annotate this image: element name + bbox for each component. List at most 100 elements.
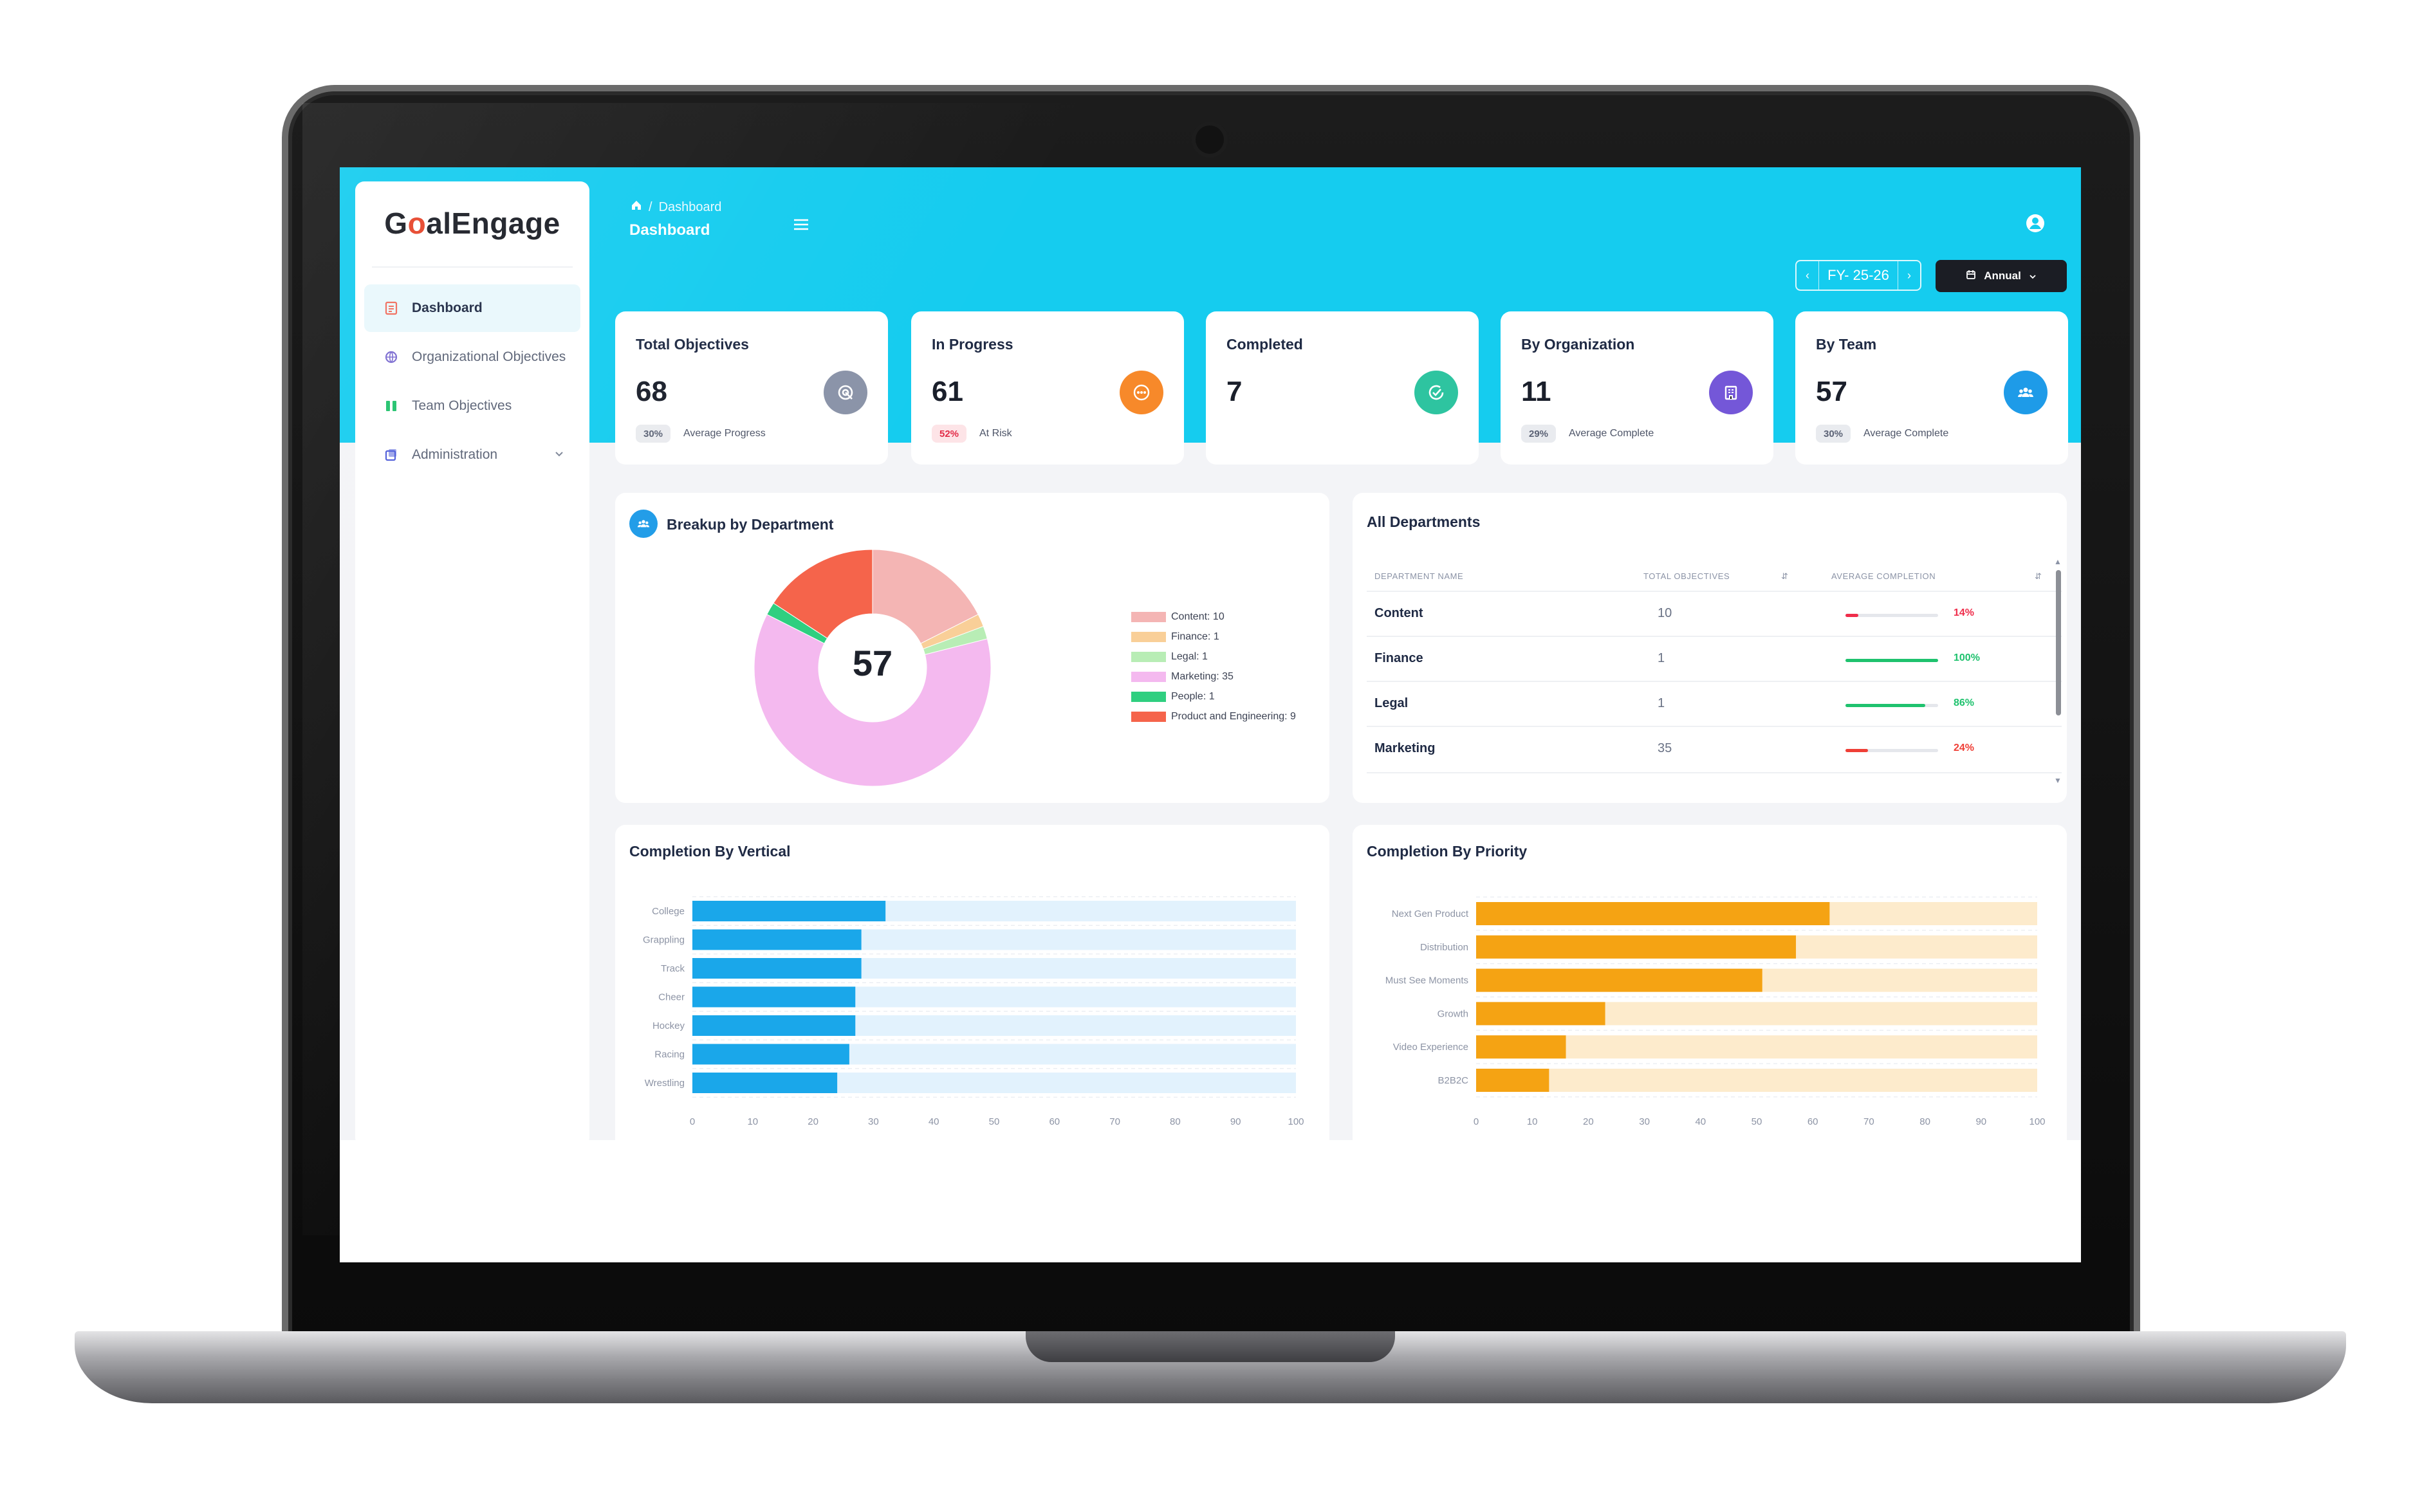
department-name: Finance — [1374, 651, 1423, 665]
x-tick-label: 50 — [989, 1116, 1000, 1127]
kpi-card-in-progress[interactable]: In Progress 61 52% At Risk — [911, 311, 1184, 465]
donut-slice-product-and-engineering[interactable] — [773, 549, 873, 639]
x-tick-label: 30 — [1639, 1116, 1650, 1127]
bar-cheer[interactable] — [692, 986, 856, 1008]
target-icon — [824, 371, 867, 414]
legend-swatch — [1131, 652, 1166, 662]
bar-must-see-moments[interactable] — [1476, 968, 1762, 992]
period-dropdown-button[interactable]: Annual — [1936, 260, 2067, 292]
bar-racing[interactable] — [692, 1044, 849, 1065]
bar-growth[interactable] — [1476, 1002, 1605, 1026]
kpi-card-by-team[interactable]: By Team 57 30% Average Complete — [1795, 311, 2068, 465]
team-icon — [382, 397, 400, 415]
chevron-down-icon — [2029, 270, 2037, 282]
total-objectives: 35 — [1658, 741, 1672, 755]
sidebar-item-label: Team Objectives — [412, 398, 512, 413]
kpi-title: Completed — [1226, 336, 1303, 353]
completion-bar — [1845, 749, 1938, 752]
donut-slice-content[interactable] — [872, 549, 979, 644]
x-tick-label: 30 — [868, 1116, 879, 1127]
panel-title: Completion By Vertical — [629, 843, 791, 860]
kpi-note: Average Complete — [1863, 428, 1949, 439]
kpi-title: Total Objectives — [636, 336, 749, 353]
page-title: Dashboard — [629, 221, 710, 239]
table-row[interactable]: Content 10 14% — [1367, 591, 2062, 637]
bar-college[interactable] — [692, 901, 886, 921]
admin-icon — [382, 446, 400, 464]
menu-toggle-icon[interactable] — [791, 216, 811, 233]
user-avatar-icon[interactable] — [2024, 212, 2046, 234]
scroll-down-arrow[interactable]: ▼ — [2054, 776, 2062, 785]
sidebar-item-label: Administration — [412, 447, 498, 462]
legend-item[interactable]: People: 1 — [1131, 691, 1215, 703]
bar-next-gen-product[interactable] — [1476, 902, 1830, 925]
calendar-icon — [1966, 270, 1976, 283]
legend-swatch — [1131, 632, 1166, 642]
legend-item[interactable]: Legal: 1 — [1131, 651, 1208, 663]
bar-video-experience[interactable] — [1476, 1035, 1566, 1059]
kpi-badge: 30% — [636, 425, 671, 443]
bar-wrestling[interactable] — [692, 1073, 838, 1093]
breadcrumb: / Dashboard — [631, 199, 721, 215]
kpi-card-completed[interactable]: Completed 7 — [1206, 311, 1479, 465]
kpi-card-by-organization[interactable]: By Organization 11 29% Average Complete — [1501, 311, 1773, 465]
chevron-down-icon[interactable] — [555, 449, 564, 461]
bar-grappling[interactable] — [692, 929, 862, 950]
column-header-department[interactable]: DEPARTMENT NAME — [1374, 571, 1464, 581]
fiscal-year-label[interactable]: FY- 25-26 — [1818, 261, 1898, 290]
scrollbar-thumb[interactable] — [2056, 570, 2061, 715]
legend-swatch — [1131, 692, 1166, 702]
sort-icon[interactable]: ⇵ — [2035, 571, 2042, 581]
kpi-badge: 30% — [1816, 425, 1851, 443]
legend-item[interactable]: Content: 10 — [1131, 611, 1225, 623]
home-icon[interactable] — [631, 199, 642, 215]
donut-center-value: 57 — [852, 643, 893, 683]
bar-distribution[interactable] — [1476, 935, 1797, 959]
breadcrumb-current[interactable]: Dashboard — [658, 199, 722, 214]
table-row[interactable]: Marketing 35 24% — [1367, 726, 2062, 772]
sidebar: GoalEngage Dashboard Organizational Obje… — [355, 181, 589, 1140]
sort-icon[interactable]: ⇵ — [1781, 571, 1789, 581]
column-header-total-objectives[interactable]: TOTAL OBJECTIVES — [1643, 571, 1730, 581]
sidebar-item-organizational-objectives[interactable]: Organizational Objectives — [364, 333, 580, 381]
donut-slice-marketing[interactable] — [753, 614, 992, 787]
table-row[interactable]: Finance 1 100% — [1367, 636, 2062, 682]
completion-by-priority-chart: Next Gen Product Distribution Must See Mom… — [1385, 896, 2046, 1127]
table-row[interactable]: Legal 1 86% — [1367, 681, 2062, 727]
legend-item[interactable]: Marketing: 35 — [1131, 671, 1234, 683]
bar-hockey[interactable] — [692, 1015, 856, 1036]
kpi-note: At Risk — [979, 428, 1012, 439]
goalengage-logo[interactable]: GoalEngage — [384, 207, 560, 240]
bar-track — [1476, 1069, 2037, 1092]
dashboard-app: GoalEngage Dashboard Organizational Obje… — [340, 167, 2081, 1140]
check-icon — [1414, 371, 1458, 414]
legend-swatch — [1131, 672, 1166, 682]
bar-b2b2c[interactable] — [1476, 1069, 1549, 1092]
panel-title: All Departments — [1367, 513, 1481, 530]
total-objectives: 10 — [1658, 606, 1672, 620]
scroll-up-arrow[interactable]: ▲ — [2054, 557, 2062, 566]
category-label: Next Gen Product — [1392, 908, 1469, 919]
sidebar-item-administration[interactable]: Administration — [364, 431, 580, 479]
kpi-card-total-objectives[interactable]: Total Objectives 68 30% Average Progress — [615, 311, 888, 465]
department-donut-chart — [753, 549, 992, 787]
legend-item[interactable]: Finance: 1 — [1131, 631, 1219, 643]
category-label: Must See Moments — [1385, 975, 1468, 986]
category-label: Cheer — [658, 992, 685, 1003]
x-tick-label: 100 — [1288, 1116, 1304, 1127]
completion-percent: 86% — [1954, 697, 1975, 708]
completion-bar-fill — [1845, 749, 1868, 752]
prev-year-button[interactable]: ‹ — [1806, 268, 1809, 282]
completion-bar — [1845, 614, 1938, 617]
legend-item[interactable]: Product and Engineering: 9 — [1131, 711, 1296, 723]
sidebar-item-team-objectives[interactable]: Team Objectives — [364, 382, 580, 430]
bar-track[interactable] — [692, 958, 862, 979]
panel-title: Breakup by Department — [667, 516, 834, 533]
category-label: College — [652, 906, 685, 917]
kpi-note: Average Complete — [1569, 428, 1654, 439]
all-departments-panel: All Departments DEPARTMENT NAME TOTAL OB… — [1353, 493, 2067, 803]
sidebar-item-dashboard[interactable]: Dashboard — [364, 284, 580, 332]
next-year-button[interactable]: › — [1907, 268, 1911, 282]
column-header-average-completion[interactable]: AVERAGE COMPLETION — [1831, 571, 1936, 581]
category-label: B2B2C — [1438, 1075, 1468, 1086]
